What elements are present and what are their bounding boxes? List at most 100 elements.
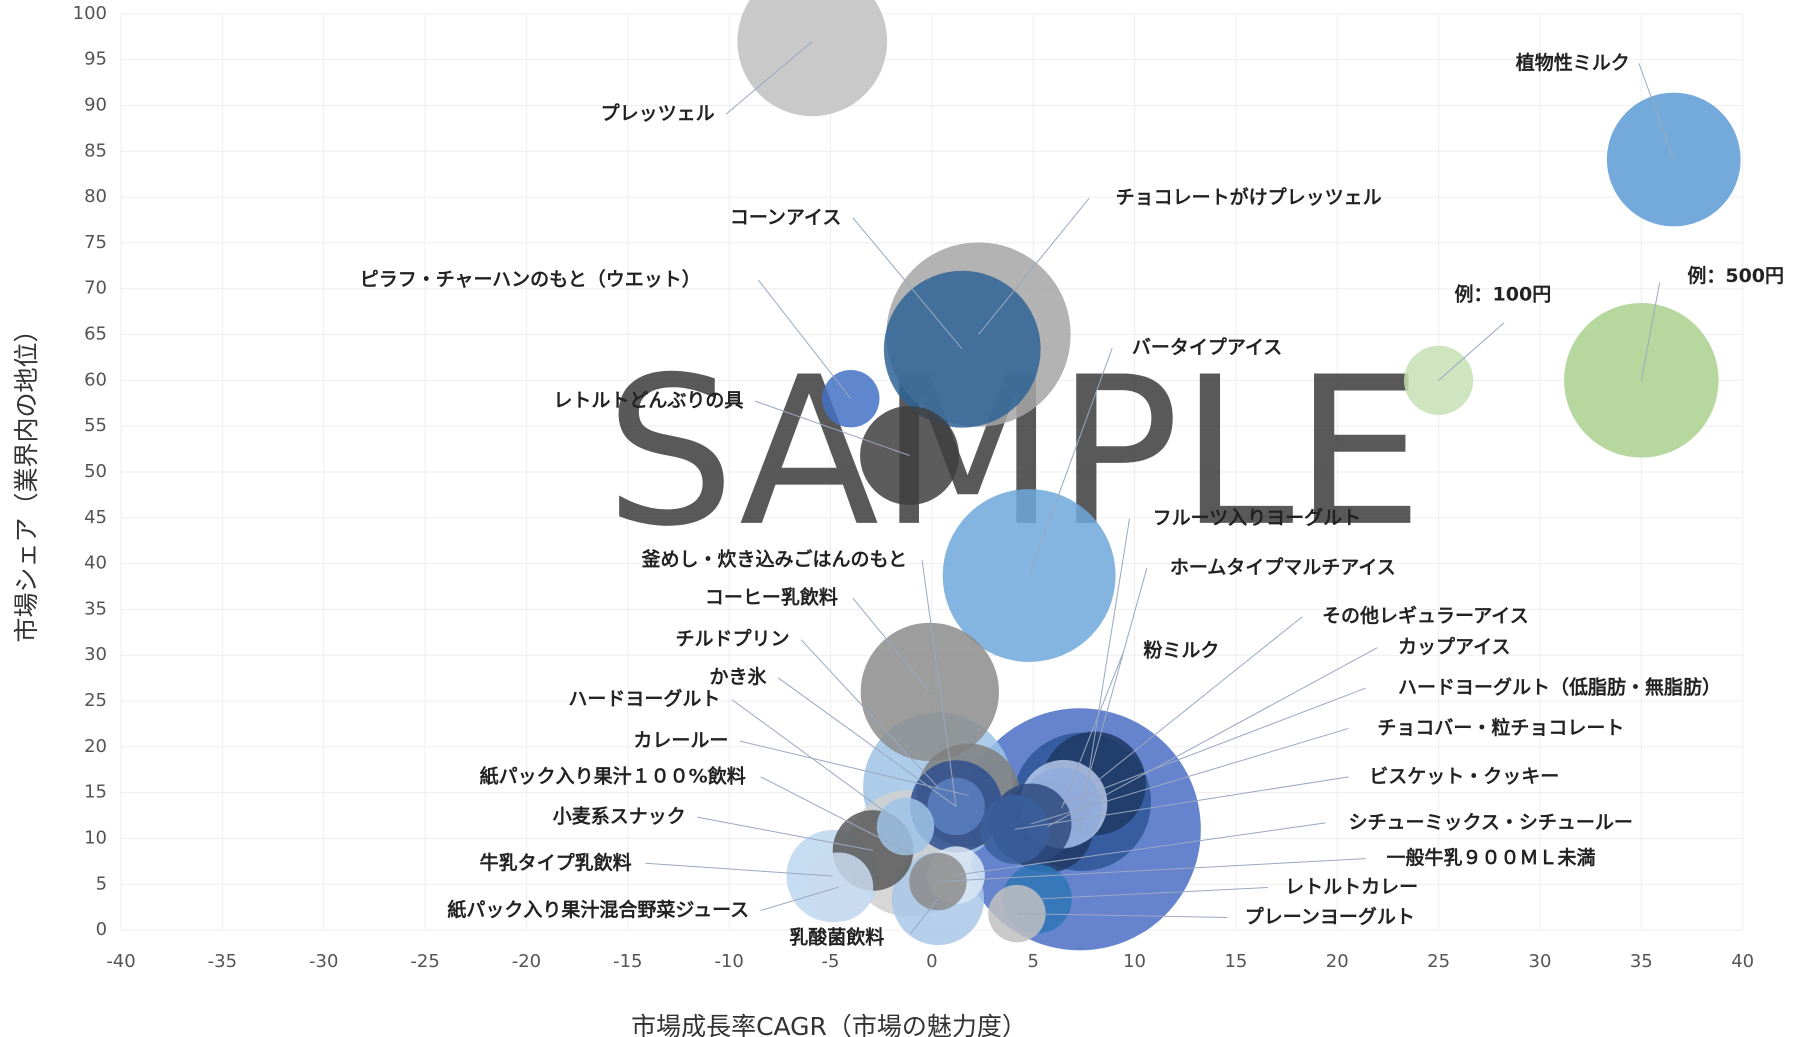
y-tick-label: 25 xyxy=(84,690,107,711)
bubble-label: 例：100円 xyxy=(1455,283,1552,306)
bubble-label: シチューミックス・シチュールー xyxy=(1349,811,1633,833)
x-tick-label: -35 xyxy=(208,951,237,972)
x-tick-label: 25 xyxy=(1427,951,1450,972)
leader-line xyxy=(1093,616,1303,784)
bubble-label: 小麦系スナック xyxy=(553,805,686,828)
y-tick-label: 45 xyxy=(84,507,107,528)
y-tick-label: 20 xyxy=(84,736,107,757)
y-tick-label: 50 xyxy=(84,461,107,482)
leader-line xyxy=(956,822,1326,876)
leader-line xyxy=(739,740,969,796)
bubble-label: プレーンヨーグルト xyxy=(1245,905,1415,928)
leader-line xyxy=(777,677,957,807)
leader-line xyxy=(910,898,939,934)
y-tick-label: 0 xyxy=(96,919,107,940)
x-tick-label: 35 xyxy=(1630,951,1653,972)
y-tick-label: 70 xyxy=(84,278,107,299)
leader-line xyxy=(1061,651,1125,809)
leader-line xyxy=(1016,913,1228,918)
leader-line xyxy=(760,886,839,912)
y-tick-label: 5 xyxy=(96,873,107,894)
y-tick-label: 100 xyxy=(73,3,107,24)
leader-line xyxy=(754,400,910,456)
leader-line xyxy=(921,560,957,807)
leader-line xyxy=(1638,63,1675,160)
y-tick-label: 75 xyxy=(84,232,107,253)
bubble-label: ピラフ・チャーハンのもと（ウエット） xyxy=(360,268,701,291)
x-tick-label: 15 xyxy=(1224,951,1247,972)
bubble-label: 乳酸菌飲料 xyxy=(789,926,884,949)
bubble-label: プレッツェル xyxy=(601,102,715,125)
y-tick-label: 10 xyxy=(84,827,107,848)
bubble-label: 釜めし・炊き込みごはんのもと xyxy=(640,548,907,571)
y-tick-label: 35 xyxy=(84,598,107,619)
bubble xyxy=(883,270,1041,428)
x-tick-label: 20 xyxy=(1326,951,1349,972)
x-tick-label: 30 xyxy=(1529,951,1552,972)
bubble-label: カレールー xyxy=(633,730,728,752)
y-tick-label: 80 xyxy=(84,186,107,207)
x-tick-label: -5 xyxy=(822,951,840,972)
leader-line xyxy=(937,858,1366,883)
bubble-label: コーンアイス xyxy=(730,206,842,228)
leader-line xyxy=(852,597,931,693)
leader-line xyxy=(1037,886,1268,900)
y-tick-label: 65 xyxy=(84,324,107,345)
labels: プレッツェル 植物性ミルクチョコレートがけプレッツェルコーンアイスピラフ・チャーハ… xyxy=(360,40,1784,949)
bubble-label: レトルトカレー xyxy=(1285,876,1418,898)
bubble-label: 一般牛乳９００ＭＬ未満 xyxy=(1387,846,1596,869)
leader-line xyxy=(1031,727,1349,825)
bubble-label: チルドプリン xyxy=(675,627,789,650)
leader-line xyxy=(731,699,906,827)
leader-line xyxy=(725,40,813,115)
leader-line xyxy=(1438,322,1505,381)
bubble xyxy=(1606,92,1741,227)
bubble-label: 紙パック入り果汁混合野菜ジュース xyxy=(447,898,749,921)
bubble xyxy=(737,0,888,117)
x-tick-label: -10 xyxy=(714,951,743,972)
bubble-label: カップアイス xyxy=(1398,635,1510,658)
y-tick-label: 15 xyxy=(84,782,107,803)
bubble-label: コーヒー乳飲料 xyxy=(705,586,838,609)
bubble-label: チョコレートがけプレッツェル xyxy=(1116,186,1382,209)
bubble-label: フルーツ入りヨーグルト xyxy=(1153,506,1362,529)
x-tick-label: -15 xyxy=(613,951,642,972)
x-tick-label: 5 xyxy=(1027,951,1038,972)
leader-line xyxy=(1028,347,1113,576)
x-tick-label: -25 xyxy=(410,951,439,972)
bubble-label: 植物性ミルク xyxy=(1516,51,1630,74)
bubble-label: ホームタイプマルチアイス xyxy=(1170,556,1396,579)
leader-line xyxy=(757,279,852,399)
y-tick-label: 85 xyxy=(84,140,107,161)
bubble-label: その他レギュラーアイス xyxy=(1322,604,1529,627)
y-tick-label: 30 xyxy=(84,644,107,665)
bubble-label: チョコバー・粒チョコレート xyxy=(1377,716,1624,739)
leader-line xyxy=(1047,647,1378,828)
bubble-label: 紙パック入り果汁１００%飲料 xyxy=(480,764,746,787)
bubble-label: ビスケット・クッキー xyxy=(1369,765,1559,787)
y-tick-label: 90 xyxy=(84,94,107,115)
bubble-label: 牛乳タイプ乳飲料 xyxy=(480,851,632,874)
x-tick-label: -40 xyxy=(106,951,135,972)
y-tick-label: 55 xyxy=(84,415,107,436)
x-tick-label: -20 xyxy=(512,951,541,972)
leader-line xyxy=(760,776,910,854)
bubble-label: バータイプアイス xyxy=(1132,336,1282,359)
leader-line xyxy=(697,816,874,851)
bubble xyxy=(1564,303,1719,458)
leader-line xyxy=(645,862,833,877)
leader-line xyxy=(1063,687,1366,805)
x-tick-label: -30 xyxy=(309,951,338,972)
bubble-label: 粉ミルク xyxy=(1143,639,1219,662)
x-tick-label: 0 xyxy=(926,951,937,972)
leader-line xyxy=(1014,776,1349,830)
y-axis-title: 市場シェア（業界内の地位） xyxy=(12,317,41,642)
y-tick-label: 60 xyxy=(84,369,107,390)
x-axis-title: 市場成長率CAGR（市場の魅力度） xyxy=(631,1012,1027,1037)
leader-line xyxy=(852,217,963,350)
y-tick-label: 40 xyxy=(84,553,107,574)
bubble-label: ハードヨーグルト xyxy=(568,687,720,710)
bubble-label: 例：500円 xyxy=(1687,264,1784,287)
leader-line xyxy=(800,639,939,788)
